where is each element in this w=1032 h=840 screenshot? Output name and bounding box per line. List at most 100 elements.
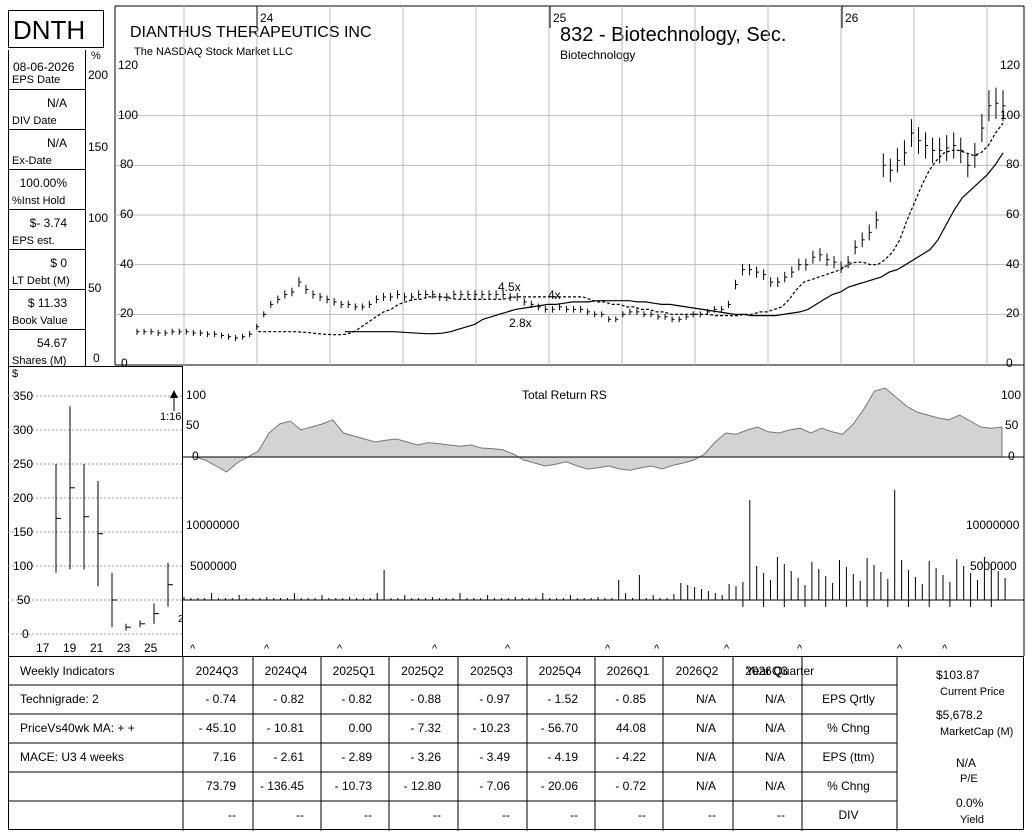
price-axis-label: 120 [118, 58, 139, 72]
pct-axis-label: 0 [93, 351, 100, 365]
row-label-right: EPS Qrtly [822, 692, 875, 706]
inset-dollar: $ [12, 368, 19, 380]
stat-label: LT Debt (M) [12, 275, 70, 287]
pe-ratio: N/A [956, 756, 977, 770]
caret-marker: ^ [264, 643, 270, 655]
inset-y-label: 250 [13, 457, 34, 471]
inset-y-label: 150 [13, 525, 34, 539]
rs-axis-label: 50 [186, 418, 200, 432]
stat-label: %Inst Hold [12, 195, 66, 207]
table-cell: - 0.82 [341, 692, 372, 706]
inset-y-label: 200 [13, 491, 34, 505]
row-label-right: % Chng [827, 779, 870, 793]
stat-value: $ 11.33 [27, 296, 67, 310]
row-label-left: Technigrade: 2 [20, 692, 99, 706]
table-cell: N/A [695, 692, 716, 706]
rs-axis-label: 100 [186, 388, 207, 402]
yield-value: 0.0% [956, 796, 984, 810]
rs-axis-label: 100 [1001, 388, 1022, 402]
price-axis-label: 0 [121, 356, 128, 370]
stat-value: $- 3.74 [29, 216, 67, 230]
row-label-right: DIV [838, 808, 859, 822]
year-label: 25 [553, 11, 567, 25]
stat-value: N/A [46, 136, 67, 150]
price-axis-label: 80 [1006, 157, 1020, 172]
stat-value: 08-06-2026 [13, 60, 75, 74]
quarter-header: 2026Q1 [606, 664, 650, 678]
table-cell: - 1.52 [547, 692, 578, 706]
table-cell: - 3.49 [479, 750, 510, 764]
table-cell: -- [433, 808, 441, 822]
stat-box: 100.00% %Inst Hold [8, 170, 86, 210]
weekly-indicators-table [8, 656, 1024, 831]
caret-marker: ^ [797, 643, 803, 655]
industry-group: 832 - Biotechnology, Sec. [560, 24, 787, 46]
caret-marker: ^ [654, 643, 660, 655]
table-cell: -- [638, 808, 646, 822]
inset-x-label: 23 [117, 641, 131, 655]
table-cell: 44.08 [615, 721, 646, 735]
market-cap-label: MarketCap (M) [940, 726, 1014, 738]
company-name: DIANTHUS THERAPEUTICS INC [130, 24, 372, 41]
price-axis-label: 40 [1006, 256, 1020, 271]
table-cell: -- [777, 808, 785, 822]
table-cell: - 4.19 [547, 750, 578, 764]
table-cell: - 45.10 [198, 721, 236, 735]
rs-area [184, 387, 1003, 473]
caret-marker: ^ [505, 643, 511, 655]
yield-label: Yield [960, 814, 985, 826]
table-cell: 0.00 [348, 721, 372, 735]
rs-axis-label: 50 [1005, 418, 1019, 432]
row-label-left: PriceVs40wk MA: + + [20, 721, 135, 735]
year-label: 24 [260, 11, 274, 25]
table-cell: 73.79 [205, 779, 236, 793]
inset-y-label: 100 [13, 559, 34, 573]
inset-history-chart [8, 366, 183, 657]
quarter-header: 2026Q3 [745, 664, 788, 678]
table-cell: - 20.06 [540, 779, 578, 793]
price-axis-label: 40 [120, 256, 134, 271]
year-label: 26 [845, 11, 859, 25]
col-header-right: Year Quarter [745, 664, 815, 678]
stat-box: $- 3.74 EPS est. [8, 210, 86, 250]
table-cell: - 12.80 [403, 779, 441, 793]
rs-axis-label: 0 [1008, 449, 1015, 463]
ma-40wk-line [344, 152, 1004, 335]
caret-marker: ^ [605, 643, 611, 655]
stat-box: $ 0 LT Debt (M) [8, 250, 86, 290]
inset-x-label: 19 [63, 641, 77, 655]
table-cell: - 10.23 [472, 721, 510, 735]
caret-marker: ^ [897, 643, 903, 655]
table-cell: - 0.74 [205, 692, 236, 706]
rs-axis-label: 0 [192, 449, 199, 463]
pct-axis-label: 150 [88, 140, 109, 154]
price-axis-label: 120 [1000, 58, 1021, 72]
stat-box: N/A Ex-Date [8, 130, 86, 170]
table-cell: - 0.85 [615, 692, 646, 706]
table-cell: - 0.72 [615, 779, 646, 793]
rs-title: Total Return RS [522, 388, 607, 402]
stat-label: EPS Date [12, 74, 61, 86]
split-arrow-icon [170, 390, 178, 398]
caret-marker: ^ [337, 643, 343, 655]
price-axis-label: 100 [1000, 107, 1021, 122]
inset-two-label: 2 [178, 614, 184, 625]
stat-label: DIV Date [12, 115, 57, 127]
price-axis-label: 60 [1006, 207, 1020, 221]
caret-marker: ^ [724, 643, 730, 655]
inset-x-label: 17 [36, 641, 50, 655]
price-axis-label: 60 [120, 207, 134, 221]
table-cell: N/A [695, 721, 716, 735]
table-cell: - 136.45 [259, 779, 304, 793]
table-cell: - 0.88 [410, 692, 441, 706]
stat-box: 08-06-2026 EPS Date [8, 50, 86, 90]
price-axis-label: 80 [120, 157, 134, 172]
table-cell: - 7.06 [479, 779, 510, 793]
price-axis-label: 20 [1006, 306, 1020, 321]
stat-value: 54.67 [36, 336, 67, 350]
price-axis-label: 20 [120, 306, 134, 321]
current-price-label: Current Price [940, 686, 1005, 698]
stat-label: Shares (M) [12, 355, 67, 367]
stat-label: EPS est. [12, 235, 55, 247]
current-price: $103.87 [936, 668, 980, 682]
